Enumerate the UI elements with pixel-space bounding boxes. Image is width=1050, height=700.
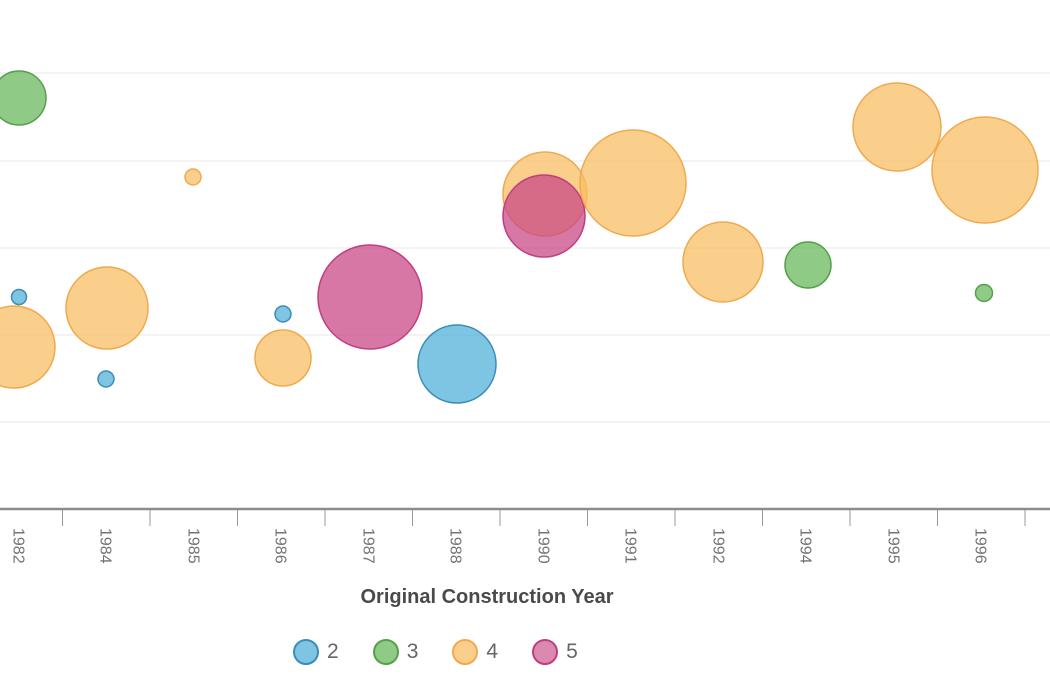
legend-item-2[interactable]: 2 [293, 639, 339, 665]
x-axis-tick-label-1988: 1988 [446, 528, 463, 564]
bubble-1995-group4[interactable] [852, 82, 942, 172]
bubble-1990-group5[interactable] [502, 174, 586, 258]
x-axis-tick-label-1991: 1991 [621, 528, 638, 564]
bubble-1996-group4[interactable] [931, 116, 1039, 224]
x-axis-tick-label-1984: 1984 [96, 528, 113, 564]
bubble-1985-group4[interactable] [184, 168, 202, 186]
x-axis-tick-label-1987: 1987 [359, 528, 376, 564]
bubble-1982-group4[interactable] [0, 305, 56, 389]
bubble-1991-group4[interactable] [579, 129, 687, 237]
bubble-1986-group4[interactable] [254, 329, 312, 387]
legend-label-3: 3 [406, 640, 419, 663]
bubble-1984-group4[interactable] [65, 266, 149, 350]
legend-item-3[interactable]: 3 [372, 639, 419, 665]
bubble-1982-group3[interactable] [0, 70, 47, 126]
legend-swatch-orange [452, 639, 479, 665]
x-axis-tick-label-1996: 1996 [971, 528, 988, 564]
legend-swatch-pink [532, 639, 559, 665]
legend-item-4[interactable]: 4 [452, 639, 498, 665]
bubble-1984-group2[interactable] [97, 370, 115, 388]
bubble-1994-group3[interactable] [784, 241, 832, 289]
x-axis-tick-label-1990: 1990 [534, 528, 551, 564]
bubble-1987-group5[interactable] [317, 244, 423, 350]
x-axis-tick-label-1994: 1994 [796, 528, 813, 564]
x-axis-tick-label-1986: 1986 [271, 528, 288, 564]
legend-swatch-green [372, 639, 399, 665]
bubble-1982-group2[interactable] [10, 288, 28, 306]
x-axis-title: Original Construction Year [360, 586, 614, 608]
legend-swatch-blue [293, 639, 319, 665]
x-axis-tick-label-1985: 1985 [184, 528, 201, 564]
legend-label-2: 2 [327, 640, 339, 663]
bubble-1996-group3[interactable] [974, 283, 994, 303]
x-axis-tick-label-1982: 1982 [9, 528, 26, 564]
legend-label-5: 5 [566, 640, 578, 663]
legend-item-5[interactable]: 5 [532, 639, 578, 665]
legend: 2 3 4 5 [293, 639, 578, 665]
x-axis-tick-label-1995: 1995 [884, 528, 901, 564]
legend-label-4: 4 [486, 640, 499, 663]
x-axis-tick-label-1992: 1992 [709, 528, 726, 564]
bubble-1992-group4[interactable] [682, 221, 764, 303]
bubble-1986-group2[interactable] [274, 305, 292, 323]
bubble-1988-group2[interactable] [417, 324, 497, 404]
